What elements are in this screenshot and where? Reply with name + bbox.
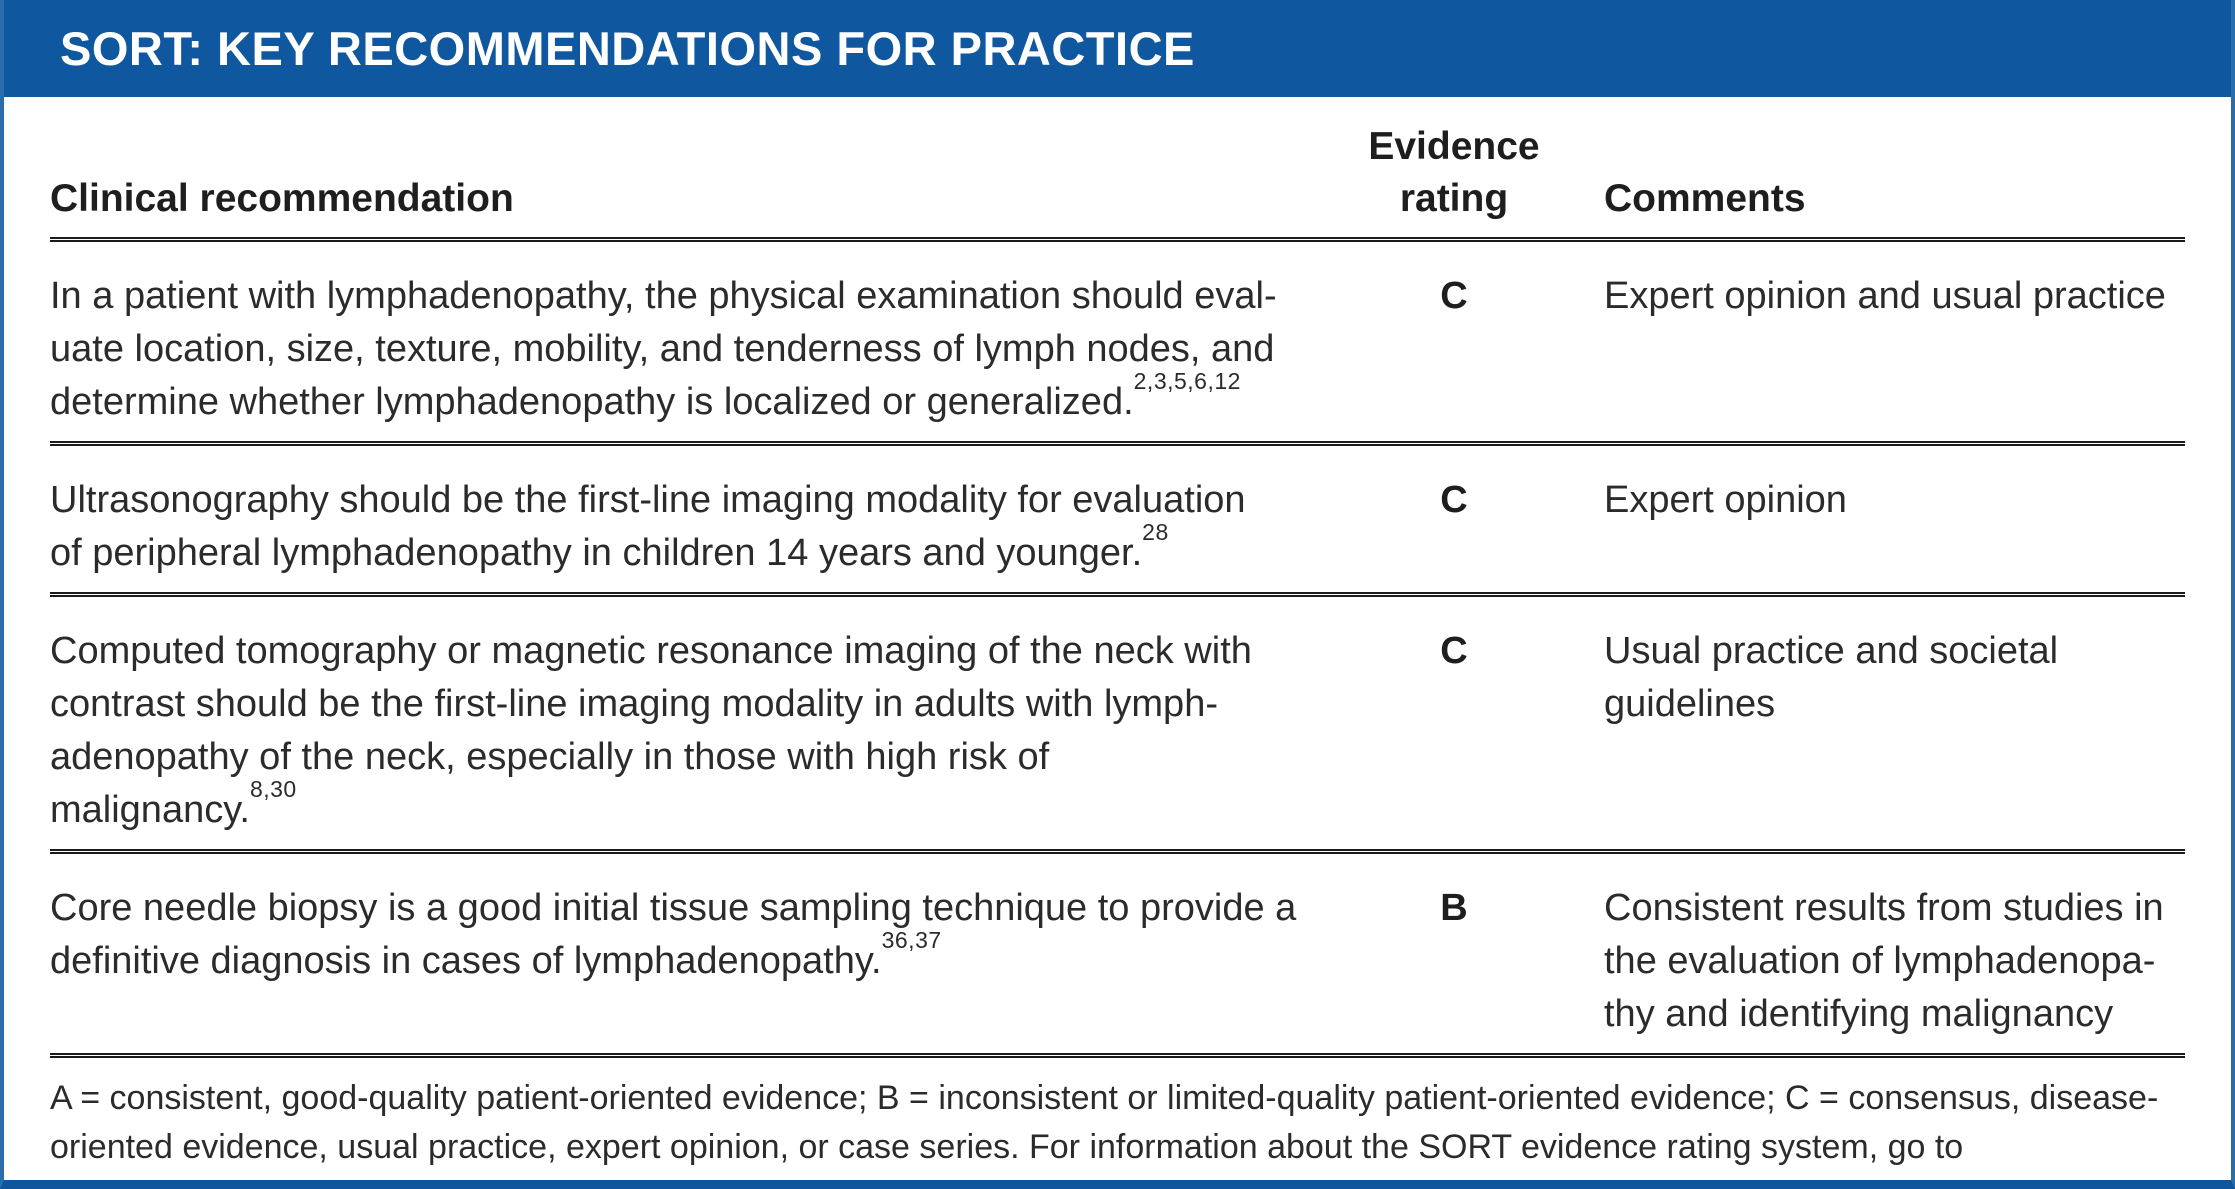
comments-cell: Expert opinion and usual practice <box>1604 275 2166 317</box>
evidence-rating-cell: C <box>1440 275 1468 317</box>
column-header-evidence-rating: Evidence rating <box>1368 125 1540 220</box>
reference-superscript: 36,37 <box>881 926 942 953</box>
recommendation-cell: Ultrasonography should be the first-line… <box>50 479 1246 574</box>
evidence-rating-cell: C <box>1440 479 1468 521</box>
comments-cell: Expert opinion <box>1604 479 1847 521</box>
column-header-comments: Comments <box>1604 177 1806 220</box>
row-separator <box>50 849 2185 854</box>
header-rule <box>50 237 2185 242</box>
column-header-clinical-recommendation: Clinical recommendation <box>50 177 514 220</box>
row-separator <box>50 592 2185 597</box>
table-row: Computed tomography or magnetic resonanc… <box>50 597 2185 849</box>
table-row: In a patient with lymphadenopathy, the p… <box>50 242 2185 441</box>
panel-title: SORT: KEY RECOMMENDATIONS FOR PRACTICE <box>60 22 1195 75</box>
table-row: Core needle biopsy is a good initial tis… <box>50 854 2185 1053</box>
title-bar: SORT: KEY RECOMMENDATIONS FOR PRACTICE <box>4 0 2231 97</box>
row-separator <box>50 441 2185 446</box>
comments-cell: Usual practice and societal guidelines <box>1604 630 2059 725</box>
table-content: Clinical recommendation Evidence rating … <box>4 97 2231 1180</box>
comments-cell: Consistent results from studies in the e… <box>1604 887 2164 1035</box>
evidence-rating-cell: B <box>1440 887 1468 929</box>
recommendation-cell: Computed tomography or magnetic resonanc… <box>50 630 1252 831</box>
table-header-row: Clinical recommendation Evidence rating … <box>50 97 2185 237</box>
table-row: Ultrasonography should be the first-line… <box>50 446 2185 592</box>
sort-footnote: A = consistent, good-quality patient-ori… <box>50 1079 2159 1180</box>
footnote-separator <box>50 1053 2185 1058</box>
evidence-rating-cell: C <box>1440 630 1468 672</box>
reference-superscript: 2,3,5,6,12 <box>1133 367 1241 394</box>
reference-superscript: 28 <box>1142 518 1169 545</box>
recommendation-cell: Core needle biopsy is a good initial tis… <box>50 887 1297 982</box>
recommendation-cell: In a patient with lymphadenopathy, the p… <box>50 275 1277 423</box>
reference-superscript: 8,30 <box>249 775 297 802</box>
